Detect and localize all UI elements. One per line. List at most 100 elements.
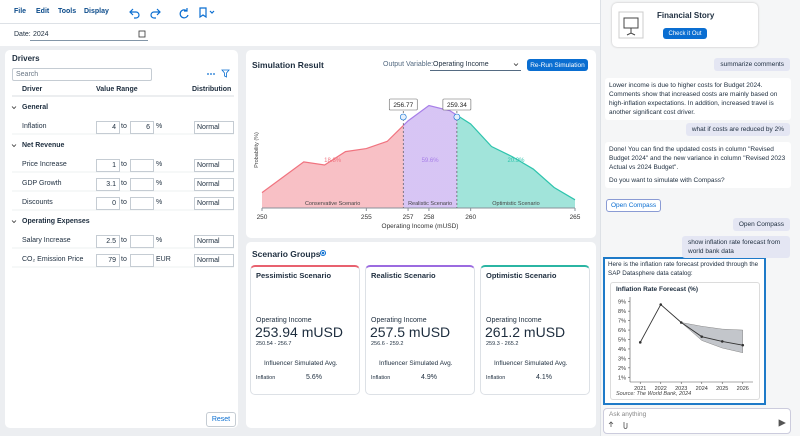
assistant-text: Lower income is due to higher costs for … (609, 82, 778, 116)
toolbar-icons[interactable] (129, 7, 215, 19)
y-tick-label: 8% (618, 309, 626, 315)
story-title: Financial Story (657, 11, 715, 20)
menu-item[interactable]: Edit (36, 8, 50, 15)
user-message: Open Compass (732, 218, 790, 231)
value-input[interactable] (130, 159, 154, 172)
value-input[interactable] (130, 178, 154, 191)
menu-item[interactable]: Tools (58, 8, 77, 15)
chat-input[interactable] (603, 408, 791, 434)
range-sep: to (121, 256, 127, 263)
search-placeholder: Search (16, 71, 39, 78)
forecast-point (720, 340, 724, 343)
search-input[interactable]: Search (12, 68, 152, 81)
date-label: Date: (14, 31, 31, 38)
input-icons[interactable] (608, 419, 786, 429)
chart-source: Source: The World Bank, 2024 (616, 391, 692, 397)
output-value: Operating Income (433, 61, 489, 68)
value-input[interactable]: 3.1 (96, 178, 120, 191)
influencer-value: 5.6% (306, 374, 322, 381)
date-bar (0, 24, 600, 46)
column-header: Driver (22, 86, 43, 93)
distribution-value: Normal (197, 200, 220, 207)
value-input[interactable]: 79 (96, 254, 120, 267)
unit: % (156, 180, 163, 187)
rerun-button[interactable]: Re-Run Simulation (527, 59, 588, 71)
assistant-text: Do you want to simulate with Compass? (609, 177, 725, 184)
date-input[interactable]: 2024 (30, 29, 148, 41)
influencer-title: Influencer Simulated Avg. (494, 360, 568, 367)
min-value: 3.1 (106, 181, 116, 188)
max-value: 6 (146, 124, 150, 131)
range-sep: to (121, 180, 127, 187)
threshold-handle (453, 113, 461, 121)
more-icon[interactable] (207, 73, 215, 75)
driver-name: Price Increase (22, 161, 67, 168)
value-input[interactable] (130, 235, 154, 248)
value-input[interactable]: 6 (130, 121, 154, 134)
min-value: 79 (108, 257, 116, 264)
distribution-line (261, 104, 576, 201)
value-input[interactable] (130, 254, 154, 267)
user-message-text: Open Compass (738, 221, 784, 228)
distribution-select[interactable]: Normal (194, 197, 234, 210)
panel-title: Simulation Result (252, 60, 324, 70)
value-input[interactable]: 4 (96, 121, 120, 134)
region-name: Realistic Scenario (408, 201, 452, 207)
metric-name: Operating Income (256, 317, 312, 324)
filter-icon[interactable] (221, 69, 230, 78)
metric-value: 261.2 mUSD (485, 324, 566, 340)
forecast-line (639, 303, 743, 346)
distribution-area (262, 105, 575, 208)
distribution-select[interactable]: Normal (194, 178, 234, 191)
group-header: Net Revenue (22, 142, 65, 149)
story-button[interactable]: Check it Out (663, 28, 707, 39)
distribution-select[interactable]: Normal (194, 254, 234, 267)
reset-button[interactable]: Reset (206, 412, 236, 427)
distribution-select[interactable]: Normal (194, 159, 234, 172)
threshold-box (388, 98, 418, 111)
settings-icon[interactable] (320, 250, 326, 256)
x-tick-label: 2021 (634, 386, 646, 392)
min-value: 2.5 (106, 238, 116, 245)
x-tick-label: 255 (361, 214, 372, 221)
range-sep: to (121, 123, 127, 130)
menu-item[interactable]: Display (84, 8, 109, 15)
calendar-icon[interactable] (138, 30, 146, 38)
x-tick-label: 260 (465, 214, 476, 221)
y-tick-label: 6% (618, 328, 626, 334)
value-input[interactable]: 1 (96, 159, 120, 172)
user-message-text: summarize comments (720, 61, 784, 68)
toolbar (0, 0, 600, 24)
threshold-label: 259.34 (447, 102, 467, 109)
user-message-text: show inflation rate forecast from world … (688, 239, 781, 255)
x-tick-label: 250 (257, 214, 268, 221)
x-tick-label: 2025 (716, 386, 728, 392)
unit: % (156, 123, 163, 130)
value-input[interactable] (130, 197, 154, 210)
output-select[interactable]: Operating Income (430, 59, 521, 71)
distribution-select[interactable]: Normal (194, 235, 234, 248)
metric-name: Operating Income (371, 317, 427, 324)
x-tick-label: 258 (424, 214, 435, 221)
panel-title: Drivers (12, 54, 40, 63)
action-button[interactable]: Open Compass (606, 199, 662, 212)
output-label: Output Variable: (383, 61, 434, 68)
rerun-label: Re-Run Simulation (530, 61, 585, 69)
influencer-value: 4.9% (421, 374, 437, 381)
forecast-point (659, 303, 663, 306)
influencer-title: Influencer Simulated Avg. (379, 360, 453, 367)
scenario-card (480, 265, 590, 395)
menu-item[interactable]: File (14, 8, 27, 15)
user-message-text: what if costs are reduced by 2% (691, 126, 784, 133)
metric-name: Operating Income (486, 317, 542, 324)
distribution-select[interactable]: Normal (194, 121, 234, 134)
x-tick-label: 2024 (696, 386, 708, 392)
card-title: Optimistic Scenario (486, 271, 557, 280)
value-input[interactable]: 0 (96, 197, 120, 210)
region-probability: 59.6% (422, 158, 440, 164)
unit: % (156, 199, 163, 206)
action-label: Open Compass (611, 202, 657, 209)
value-input[interactable]: 2.5 (96, 235, 120, 248)
card-title: Realistic Scenario (371, 271, 436, 280)
min-value: 1 (112, 162, 116, 169)
